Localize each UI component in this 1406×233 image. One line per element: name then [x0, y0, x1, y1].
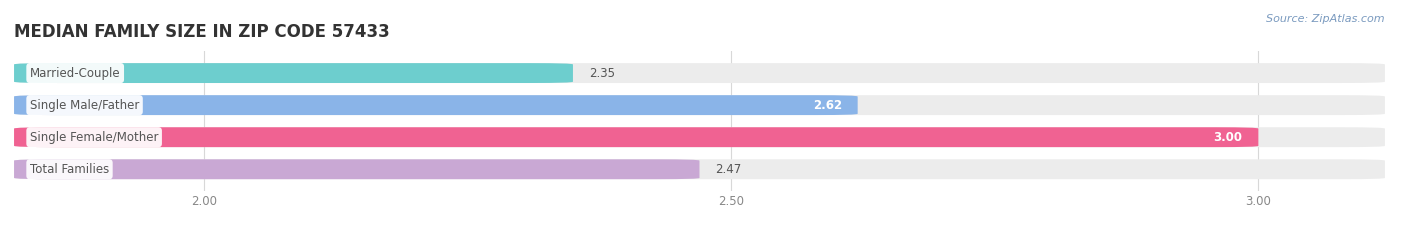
Text: Source: ZipAtlas.com: Source: ZipAtlas.com	[1267, 14, 1385, 24]
Text: 2.35: 2.35	[589, 67, 614, 79]
FancyBboxPatch shape	[14, 159, 1385, 179]
FancyBboxPatch shape	[14, 127, 1385, 147]
Text: Single Female/Mother: Single Female/Mother	[30, 131, 159, 144]
Text: Single Male/Father: Single Male/Father	[30, 99, 139, 112]
FancyBboxPatch shape	[14, 127, 1258, 147]
Text: 3.00: 3.00	[1213, 131, 1243, 144]
Text: MEDIAN FAMILY SIZE IN ZIP CODE 57433: MEDIAN FAMILY SIZE IN ZIP CODE 57433	[14, 23, 389, 41]
Text: 2.47: 2.47	[716, 163, 741, 176]
FancyBboxPatch shape	[14, 95, 1385, 115]
FancyBboxPatch shape	[14, 63, 574, 83]
Text: 2.62: 2.62	[813, 99, 842, 112]
Text: Married-Couple: Married-Couple	[30, 67, 121, 79]
FancyBboxPatch shape	[14, 63, 1385, 83]
FancyBboxPatch shape	[14, 159, 700, 179]
FancyBboxPatch shape	[14, 95, 858, 115]
Text: Total Families: Total Families	[30, 163, 110, 176]
